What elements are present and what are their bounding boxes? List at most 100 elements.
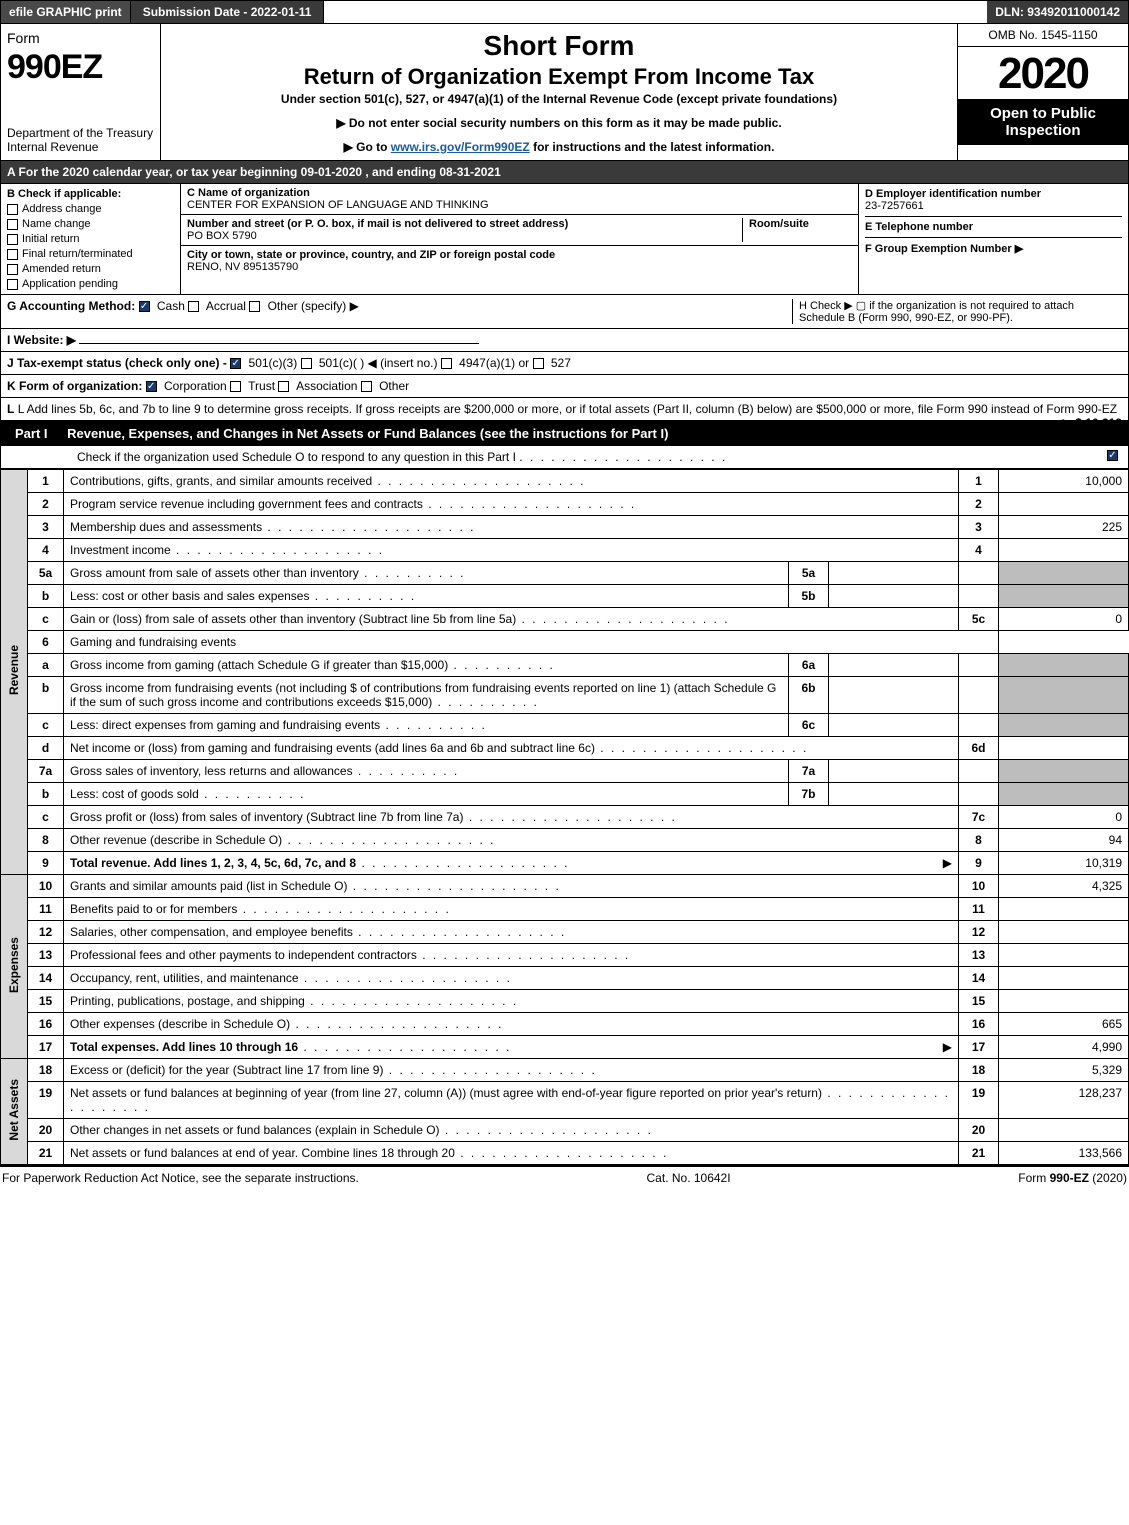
j-label: J Tax-exempt status (check only one) -	[7, 356, 227, 370]
section-c: C Name of organization CENTER FOR EXPANS…	[181, 184, 858, 294]
line-desc: Gross income from fundraising events (no…	[64, 677, 789, 714]
line-number: 8	[28, 829, 64, 852]
line-desc: Less: direct expenses from gaming and fu…	[64, 714, 789, 737]
box-number: 21	[959, 1142, 999, 1165]
table-row: bLess: cost or other basis and sales exp…	[1, 585, 1129, 608]
line-value: 128,237	[999, 1082, 1129, 1119]
schedule-o-checkbox[interactable]: ✓	[1107, 450, 1118, 461]
table-row: 16Other expenses (describe in Schedule O…	[1, 1013, 1129, 1036]
subline-value	[829, 714, 959, 737]
g-label: G Accounting Method:	[7, 299, 135, 313]
box-number: 16	[959, 1013, 999, 1036]
table-row: 14Occupancy, rent, utilities, and mainte…	[1, 967, 1129, 990]
line-number: c	[28, 806, 64, 829]
row-g-h: G Accounting Method: ✓ Cash Accrual Othe…	[0, 295, 1129, 329]
bcdef-block: B Check if applicable: Address changeNam…	[0, 184, 1129, 295]
subline-value	[829, 760, 959, 783]
table-row: 13Professional fees and other payments t…	[1, 944, 1129, 967]
d-label: D Employer identification number	[865, 188, 1122, 200]
line-number: 21	[28, 1142, 64, 1165]
part-i-title: Revenue, Expenses, and Changes in Net As…	[67, 426, 668, 441]
l-value: ▶ $ 10,319	[1063, 416, 1122, 430]
b-checkbox-option[interactable]: Name change	[7, 218, 174, 230]
b-checkbox-option[interactable]: Address change	[7, 203, 174, 215]
line-value	[999, 921, 1129, 944]
line-desc: Net income or (loss) from gaming and fun…	[64, 737, 959, 760]
b-checkbox-option[interactable]: Final return/terminated	[7, 248, 174, 260]
line-number: 13	[28, 944, 64, 967]
line-number: b	[28, 677, 64, 714]
box-number: 5c	[959, 608, 999, 631]
dln: DLN: 93492011000142	[987, 1, 1128, 23]
j-option[interactable]: 527	[533, 356, 571, 370]
table-row: cGross profit or (loss) from sales of in…	[1, 806, 1129, 829]
b-checkbox-option[interactable]: Amended return	[7, 263, 174, 275]
ein-value: 23-7257661	[865, 200, 1122, 212]
subline-number: 5a	[789, 562, 829, 585]
l-text: L Add lines 5b, 6c, and 7b to line 9 to …	[18, 402, 1117, 416]
line-number: 1	[28, 470, 64, 493]
efile-print[interactable]: efile GRAPHIC print	[1, 1, 131, 23]
g-option[interactable]: Other (specify) ▶	[249, 299, 359, 313]
k-option[interactable]: Trust	[230, 379, 278, 393]
room-suite-label: Room/suite	[749, 218, 809, 230]
line-value	[999, 539, 1129, 562]
section-rotated-label: Revenue	[1, 470, 28, 875]
k-option[interactable]: ✓ Corporation	[146, 379, 230, 393]
line-number: 4	[28, 539, 64, 562]
line-number: b	[28, 585, 64, 608]
line-number: b	[28, 783, 64, 806]
website-value	[79, 343, 479, 344]
box-number: 7c	[959, 806, 999, 829]
main-title: Return of Organization Exempt From Incom…	[167, 64, 951, 90]
line-desc: Total expenses. Add lines 10 through 16 …	[64, 1036, 959, 1059]
line-desc: Total revenue. Add lines 1, 2, 3, 4, 5c,…	[64, 852, 959, 875]
g-option[interactable]: ✓ Cash	[139, 299, 189, 313]
subline-number: 5b	[789, 585, 829, 608]
i-label: I Website: ▶	[7, 333, 76, 347]
page-footer: For Paperwork Reduction Act Notice, see …	[0, 1165, 1129, 1189]
line-desc: Contributions, gifts, grants, and simila…	[64, 470, 959, 493]
line-desc: Occupancy, rent, utilities, and maintena…	[64, 967, 959, 990]
line-value	[999, 737, 1129, 760]
table-row: bGross income from fundraising events (n…	[1, 677, 1129, 714]
subline-number: 7a	[789, 760, 829, 783]
table-row: 5aGross amount from sale of assets other…	[1, 562, 1129, 585]
line-desc: Benefits paid to or for members	[64, 898, 959, 921]
line-value	[999, 967, 1129, 990]
g-option[interactable]: Accrual	[188, 299, 249, 313]
line-value	[999, 1119, 1129, 1142]
right-header-block: OMB No. 1545-1150 2020 Open to Public In…	[958, 24, 1128, 160]
line-number: 18	[28, 1059, 64, 1082]
subline-value	[829, 677, 959, 714]
value-grey	[999, 783, 1129, 806]
b-checkbox-option[interactable]: Application pending	[7, 278, 174, 290]
line-desc: Gross profit or (loss) from sales of inv…	[64, 806, 959, 829]
line-value	[999, 898, 1129, 921]
j-option[interactable]: ✓ 501(c)(3)	[230, 356, 300, 370]
line-desc: Gaming and fundraising events	[64, 631, 999, 654]
irs-link[interactable]: www.irs.gov/Form990EZ	[391, 140, 530, 154]
table-row: 21Net assets or fund balances at end of …	[1, 1142, 1129, 1165]
value-grey	[999, 562, 1129, 585]
line-desc: Gross amount from sale of assets other t…	[64, 562, 789, 585]
subtitle-1: Under section 501(c), 527, or 4947(a)(1)…	[167, 92, 951, 106]
line-value: 225	[999, 516, 1129, 539]
value-grey	[999, 714, 1129, 737]
line-number: a	[28, 654, 64, 677]
table-row: Net Assets18Excess or (deficit) for the …	[1, 1059, 1129, 1082]
b-checkbox-option[interactable]: Initial return	[7, 233, 174, 245]
j-option[interactable]: 4947(a)(1) or	[441, 356, 533, 370]
footer-left: For Paperwork Reduction Act Notice, see …	[2, 1171, 359, 1185]
subline-value	[829, 585, 959, 608]
k-option[interactable]: Association	[278, 379, 360, 393]
j-option[interactable]: 501(c)( ) ◀ (insert no.)	[301, 356, 441, 370]
box-grey	[959, 585, 999, 608]
org-city: RENO, NV 895135790	[187, 261, 298, 273]
k-option[interactable]: Other	[361, 379, 409, 393]
line-desc: Other expenses (describe in Schedule O)	[64, 1013, 959, 1036]
sub3-pre: ▶ Go to	[344, 140, 391, 154]
org-address: PO BOX 5790	[187, 230, 257, 242]
line-value	[999, 944, 1129, 967]
table-row: 15Printing, publications, postage, and s…	[1, 990, 1129, 1013]
